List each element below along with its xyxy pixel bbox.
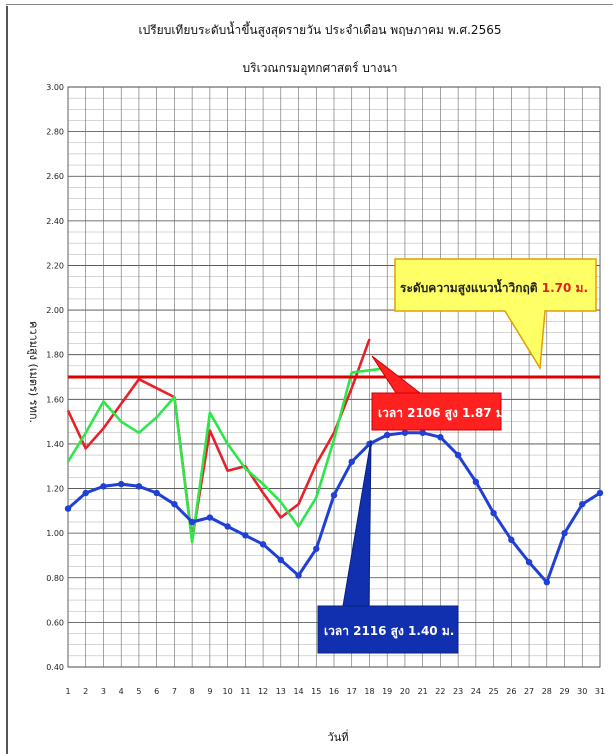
x-tick-label: 18 — [364, 687, 374, 696]
x-axis-title: วันที่ — [328, 729, 349, 744]
series-point-blue — [224, 523, 231, 530]
series-point-blue — [401, 429, 409, 436]
y-tick-label: 2.80 — [46, 128, 64, 137]
red-callout-text: เวลา 2106 สูง 1.87 ม. — [378, 406, 508, 421]
y-tick-label: 1.80 — [46, 351, 64, 360]
series-line-red — [66, 338, 371, 542]
x-tick-label: 24 — [471, 687, 481, 696]
x-tick-label: 27 — [524, 687, 534, 696]
y-tick-label: 2.20 — [46, 261, 64, 270]
series-point-blue — [188, 518, 196, 526]
series-point-blue — [384, 431, 391, 439]
x-tick-label: 10 — [223, 687, 233, 696]
x-tick-label: 28 — [542, 687, 552, 696]
x-tick-label: 7 — [172, 687, 177, 696]
red-callout-shape — [371, 355, 502, 431]
series-point-blue — [348, 458, 355, 465]
series-point-blue — [153, 489, 160, 497]
y-tick-label: 3.00 — [46, 83, 64, 92]
x-tick-label: 19 — [382, 687, 392, 696]
y-tick-label: 1.40 — [46, 440, 64, 449]
x-tick-label: 21 — [418, 687, 428, 696]
series-point-blue — [295, 572, 302, 579]
chart-title: เปรียบเทียบระดับน้ำขึ้นสูงสุดรายวัน ประจ… — [139, 21, 502, 38]
series-point-blue — [100, 483, 107, 490]
y-tick-label: 2.00 — [46, 306, 64, 315]
x-tick-label: 23 — [453, 687, 463, 696]
series-point-blue — [561, 529, 568, 537]
series-point-blue — [525, 558, 533, 566]
series-point-blue — [579, 500, 586, 508]
series-point-blue — [490, 509, 497, 517]
red-peak-callout: เวลา 2106 สูง 1.87 ม. — [371, 355, 508, 431]
series-point-blue — [82, 489, 89, 497]
x-tick-label: 1 — [65, 687, 70, 696]
x-tick-label: 14 — [293, 687, 303, 696]
chart-subtitle: บริเวณกรมอุทกศาสตร์ บางนา — [243, 61, 398, 76]
x-tick-label: 16 — [329, 687, 339, 696]
x-tick-label: 26 — [506, 687, 516, 696]
x-tick-labels: 1 2 3 4 5 6 7 8 9 10 11 12 13 14 15 16 17 18 19 20 21 22 23 24 2… — [65, 687, 605, 696]
y-tick-label: 1.00 — [46, 529, 64, 538]
x-tick-label: 12 — [258, 687, 268, 696]
y-tick-label: 0.80 — [46, 574, 64, 583]
series-point-blue — [508, 536, 515, 544]
series-point-blue — [596, 489, 604, 497]
y-tick-label: 1.60 — [46, 395, 64, 404]
series-point-blue — [437, 434, 444, 441]
series-point-blue — [64, 505, 72, 512]
series-point-blue — [454, 451, 462, 459]
x-tick-label: 6 — [154, 687, 159, 696]
series-point-blue — [543, 579, 550, 586]
series-line-green — [66, 366, 388, 544]
critical-callout-shape — [394, 258, 597, 371]
series-point-blue — [330, 492, 338, 499]
x-tick-label: 20 — [400, 687, 410, 696]
series-point-blue — [242, 532, 249, 539]
y-tick-labels: 0.40 0.60 0.80 1.00 1.20 1.40 1.60 1.80 2.00 2.20… — [46, 83, 64, 672]
frame-left-edge — [6, 6, 8, 754]
x-tick-label: 25 — [489, 687, 499, 696]
x-tick-label: 29 — [559, 687, 569, 696]
x-tick-label: 15 — [311, 687, 321, 696]
series-layer — [64, 338, 604, 586]
series-point-blue — [118, 480, 125, 488]
series-point-blue — [171, 500, 178, 508]
x-tick-label: 8 — [190, 687, 195, 696]
x-tick-label: 9 — [207, 687, 212, 696]
x-tick-label: 5 — [136, 687, 141, 696]
series-point-blue — [277, 556, 284, 564]
x-tick-label: 30 — [577, 687, 587, 696]
blue-callout-text: เวลา 2116 สูง 1.40 ม. — [324, 624, 454, 639]
critical-level-callout: ระดับความสูงแนวน้ำวิกฤติ 1.70 ม. — [394, 258, 597, 371]
series-point-blue — [206, 514, 214, 521]
x-tick-label: 13 — [276, 687, 286, 696]
x-tick-label: 17 — [347, 687, 357, 696]
series-point-blue — [259, 541, 267, 548]
blue-callout-shape — [317, 439, 459, 654]
y-tick-label: 0.40 — [46, 663, 64, 672]
y-axis-title: ความสูง (เมตร) รทก. — [27, 321, 40, 423]
x-tick-label: 4 — [119, 687, 124, 696]
series-point-blue — [135, 483, 143, 490]
series-point-blue — [472, 478, 480, 486]
x-tick-label: 31 — [595, 687, 605, 696]
series-point-blue — [313, 545, 320, 552]
y-tick-label: 2.40 — [46, 217, 64, 226]
critical-callout-text: ระดับความสูงแนวน้ำวิกฤติ 1.70 ม. — [400, 278, 588, 296]
frame-top-edge — [6, 4, 613, 5]
x-tick-label: 3 — [101, 687, 106, 696]
series-point-blue — [419, 429, 426, 436]
x-tick-label: 22 — [435, 687, 445, 696]
y-tick-label: 0.60 — [46, 618, 64, 627]
y-tick-label: 2.60 — [46, 172, 64, 181]
x-tick-label: 11 — [240, 687, 250, 696]
x-tick-label: 2 — [83, 687, 88, 696]
blue-peak-callout: เวลา 2116 สูง 1.40 ม. — [317, 439, 459, 654]
y-tick-label: 1.20 — [46, 485, 64, 494]
